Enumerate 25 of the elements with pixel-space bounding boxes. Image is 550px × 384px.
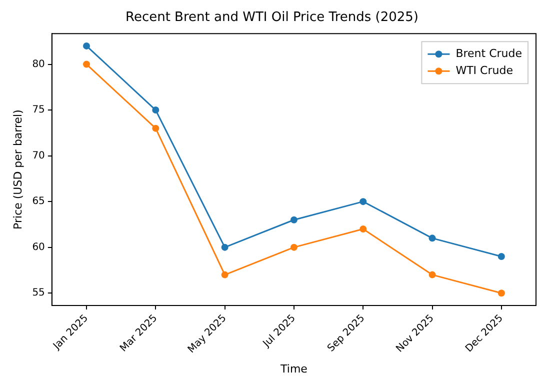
point [290, 244, 298, 251]
y-tick-label: 65 [32, 196, 45, 208]
y-tick-label: 75 [32, 104, 45, 116]
point [360, 226, 367, 233]
legend-label: WTI Crude [456, 64, 514, 77]
x-axis-title: Time [280, 362, 308, 376]
point [221, 271, 228, 278]
point [290, 216, 298, 224]
point [428, 234, 436, 242]
point [498, 290, 505, 297]
point [152, 124, 160, 132]
point [221, 244, 228, 251]
y-axis-title: Price (USD per barrel) [11, 110, 24, 230]
y-tick-label: 70 [32, 150, 45, 162]
point [152, 106, 160, 114]
point [428, 271, 436, 278]
chart-title: Recent Brent and WTI Oil Price Trends (2025) [125, 10, 419, 26]
point [498, 252, 505, 260]
legend-label: Brent Crude [456, 46, 522, 60]
y-tick-label: 55 [32, 288, 45, 299]
y-tick-label: 80 [32, 58, 45, 70]
point [83, 60, 90, 68]
y-tick-label: 60 [32, 242, 45, 253]
point [83, 42, 90, 50]
point [360, 198, 367, 206]
